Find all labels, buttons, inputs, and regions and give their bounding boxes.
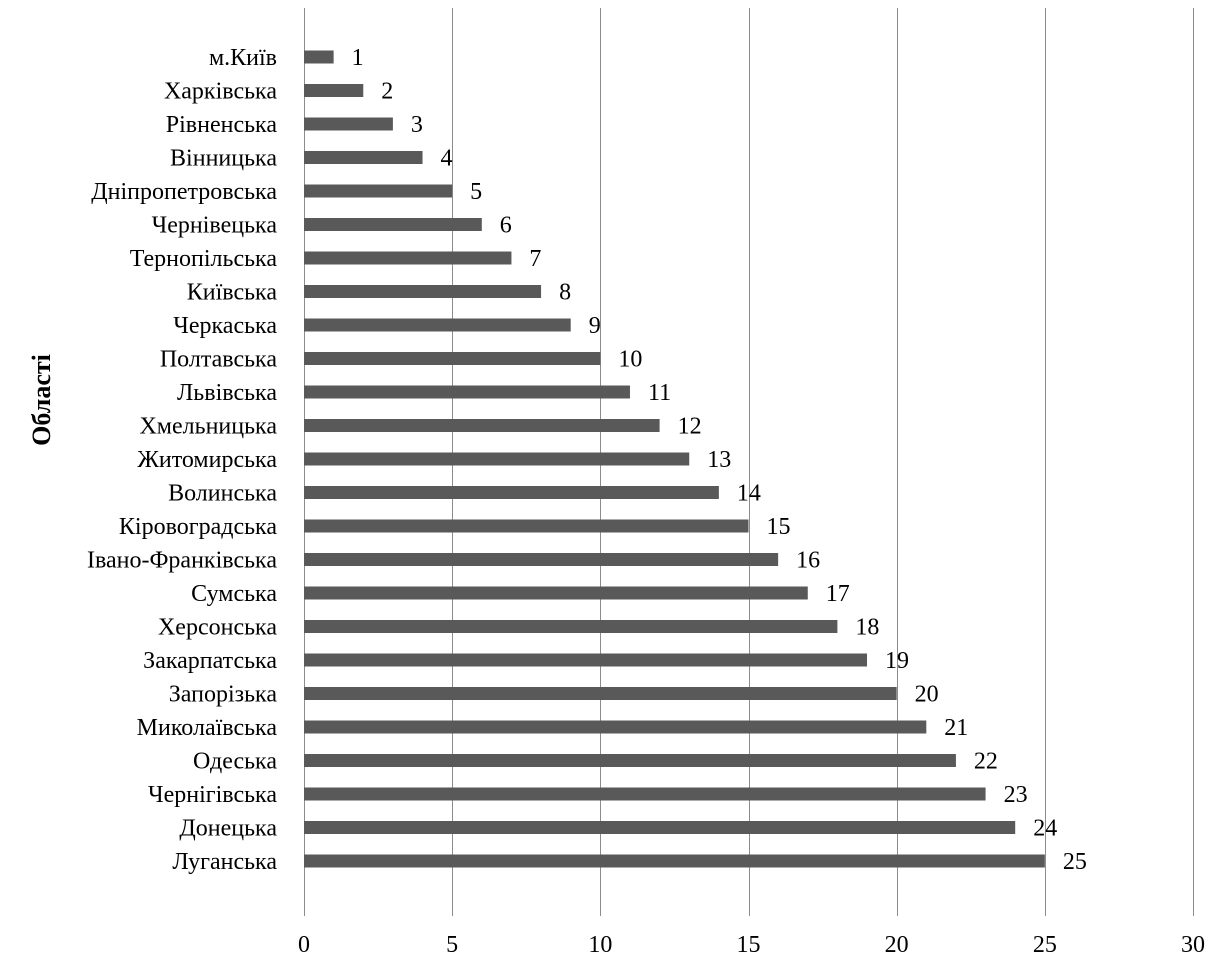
- bar: [304, 84, 364, 97]
- x-tick-labels: 0 5 10 15 20 25 30: [298, 932, 1205, 958]
- x-tick-label: 15: [737, 932, 761, 958]
- category-label: Волинська: [168, 481, 277, 507]
- data-label: 1: [352, 45, 364, 71]
- data-label: 19: [885, 648, 909, 674]
- category-label: Луганська: [172, 849, 277, 875]
- data-label: 21: [944, 715, 968, 741]
- category-label: Херсонська: [158, 615, 277, 641]
- bar: [304, 151, 423, 164]
- data-label: 4: [441, 146, 453, 172]
- bar: [304, 352, 601, 365]
- bar: [304, 620, 838, 633]
- bar: [304, 117, 393, 131]
- y-axis-title: Області: [27, 354, 56, 446]
- category-label: Івано-Франківська: [87, 548, 277, 574]
- data-label: 17: [826, 581, 850, 607]
- data-label: 13: [707, 447, 731, 473]
- category-label: Миколаївська: [137, 715, 278, 741]
- data-label: 15: [767, 514, 791, 540]
- x-tick-label: 30: [1181, 932, 1205, 958]
- bar: [304, 687, 897, 700]
- bar: [304, 854, 1045, 868]
- category-label: Тернопільська: [130, 246, 278, 272]
- x-tick-label: 5: [446, 932, 458, 958]
- category-labels: м.Київ Харківська Рівненська Вінницька Дніпр…: [87, 45, 277, 875]
- data-label: 20: [915, 682, 939, 708]
- x-tick-label: 10: [588, 932, 612, 958]
- category-label: Черкаська: [173, 313, 277, 339]
- bar: [304, 653, 868, 667]
- category-label: м.Київ: [209, 45, 277, 71]
- category-label: Сумська: [191, 581, 277, 607]
- data-label: 5: [470, 179, 482, 205]
- data-label: 9: [589, 313, 601, 339]
- data-label: 3: [411, 112, 423, 138]
- data-label: 22: [974, 749, 998, 775]
- category-label: Дніпропетровська: [91, 179, 277, 205]
- bar: [304, 821, 1016, 834]
- bar: [304, 50, 334, 64]
- bars: [304, 50, 1045, 868]
- category-label: Київська: [187, 280, 278, 306]
- category-label: Вінницька: [170, 146, 277, 172]
- bar: [304, 285, 542, 298]
- data-label: 23: [1004, 782, 1028, 808]
- bar: [304, 553, 779, 566]
- category-label: Харківська: [164, 79, 277, 105]
- category-label: Чернівецька: [152, 213, 278, 239]
- category-label: Одеська: [193, 749, 277, 775]
- bar: [304, 452, 690, 466]
- bar: [304, 419, 660, 432]
- bar: [304, 218, 482, 231]
- x-tick-label: 20: [885, 932, 909, 958]
- bar: [304, 318, 571, 332]
- bar: [304, 519, 749, 533]
- category-label: Закарпатська: [143, 648, 277, 674]
- data-label: 25: [1063, 849, 1087, 875]
- data-label: 6: [500, 213, 512, 239]
- category-label: Кіровоградська: [119, 514, 277, 540]
- data-labels: 1234567891011121314151617181920212223242…: [352, 45, 1087, 875]
- bar: [304, 486, 719, 499]
- x-tick-label: 0: [298, 932, 310, 958]
- category-label: Донецька: [179, 816, 277, 842]
- bar: [304, 586, 808, 600]
- bar: [304, 385, 630, 399]
- data-label: 14: [737, 481, 761, 507]
- x-tick-label: 25: [1033, 932, 1057, 958]
- data-label: 11: [648, 380, 671, 406]
- category-label: Запорізька: [169, 682, 278, 708]
- data-label: 12: [678, 414, 702, 440]
- data-label: 10: [618, 347, 642, 373]
- bar: [304, 754, 956, 767]
- category-label: Рівненська: [166, 112, 278, 138]
- category-label: Львівська: [177, 380, 277, 406]
- data-label: 2: [381, 79, 393, 105]
- data-label: 8: [559, 280, 571, 306]
- data-label: 7: [529, 246, 541, 272]
- category-label: Житомирська: [137, 447, 277, 473]
- category-label: Хмельницька: [139, 414, 277, 440]
- bar: [304, 787, 986, 801]
- category-label: Чернігівська: [148, 782, 277, 808]
- bar: [304, 720, 927, 734]
- category-label: Полтавська: [160, 347, 278, 373]
- bar: [304, 251, 512, 265]
- data-label: 18: [855, 615, 879, 641]
- bar: [304, 184, 453, 198]
- data-label: 24: [1033, 816, 1057, 842]
- data-label: 16: [796, 548, 820, 574]
